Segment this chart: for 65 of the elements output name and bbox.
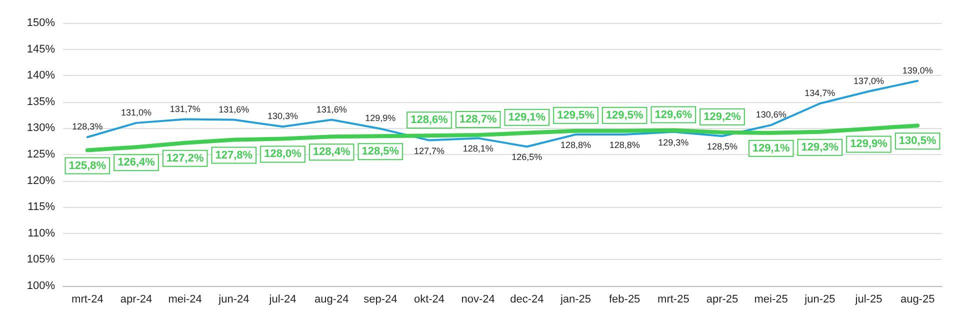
data-label: 130,5% bbox=[898, 135, 936, 148]
x-tick-label: apr-24 bbox=[120, 294, 152, 306]
data-label: 129,2% bbox=[704, 110, 742, 123]
x-tick-label: jun-24 bbox=[218, 294, 250, 306]
data-label: 129,1% bbox=[508, 111, 546, 124]
data-label: 131,7% bbox=[170, 104, 200, 114]
x-tick-label: aug-25 bbox=[900, 294, 935, 306]
data-label: 130,6% bbox=[756, 110, 786, 120]
y-tick-label: 135% bbox=[26, 96, 56, 108]
data-label: 128,3% bbox=[72, 122, 103, 132]
x-tick-label: okt-24 bbox=[414, 294, 445, 306]
y-tick-label: 120% bbox=[26, 174, 56, 187]
data-label: 129,5% bbox=[606, 109, 644, 122]
data-label: 126,4% bbox=[118, 156, 156, 169]
y-tick-label: 100% bbox=[26, 280, 56, 292]
y-tick-label: 140% bbox=[26, 70, 56, 82]
y-tick-label: 145% bbox=[26, 43, 56, 56]
data-label: 139,0% bbox=[902, 65, 933, 76]
data-label: 129,6% bbox=[654, 108, 692, 121]
data-label: 130,3% bbox=[267, 111, 298, 122]
data-label: 128,5% bbox=[706, 142, 738, 152]
data-label: 126,5% bbox=[512, 152, 542, 162]
x-tick-label: nov-24 bbox=[461, 294, 495, 306]
data-label: 137,0% bbox=[853, 76, 884, 86]
x-tick-label: jul-24 bbox=[268, 294, 296, 306]
data-label: 127,7% bbox=[414, 146, 445, 156]
data-label: 128,5% bbox=[362, 146, 400, 158]
x-tick-label: mei-25 bbox=[754, 294, 788, 306]
data-label: 129,9% bbox=[365, 113, 396, 124]
x-tick-label: apr-25 bbox=[706, 294, 738, 306]
data-label: 129,3% bbox=[801, 141, 839, 154]
data-label: 128,0% bbox=[264, 148, 302, 160]
x-tick-label: feb-25 bbox=[608, 294, 640, 306]
y-tick-label: 110% bbox=[28, 227, 56, 240]
data-label: 129,3% bbox=[658, 137, 689, 148]
data-label: 128,8% bbox=[560, 140, 592, 150]
data-label: 128,1% bbox=[462, 144, 494, 154]
y-tick-label: 115% bbox=[28, 201, 56, 214]
data-label: 129,9% bbox=[850, 138, 888, 150]
y-tick-label: 105% bbox=[26, 254, 56, 266]
y-tick-label: 130% bbox=[26, 122, 56, 134]
x-tick-label: jan-25 bbox=[559, 294, 592, 306]
x-tick-label: mrt-24 bbox=[72, 294, 104, 306]
x-tick-label: jul-25 bbox=[854, 294, 882, 306]
data-label: 128,4% bbox=[312, 146, 350, 158]
x-tick-label: aug-24 bbox=[314, 294, 349, 306]
x-tick-label: mei-24 bbox=[168, 294, 202, 306]
x-tick-label: dec-24 bbox=[510, 294, 544, 306]
x-tick-label: mrt-25 bbox=[658, 294, 690, 306]
data-label: 125,8% bbox=[68, 160, 106, 172]
data-label: 131,6% bbox=[218, 104, 250, 114]
data-label: 128,6% bbox=[410, 114, 448, 126]
data-label: 127,8% bbox=[215, 149, 253, 162]
data-label: 128,7% bbox=[459, 114, 497, 126]
y-tick-label: 150% bbox=[26, 17, 56, 29]
x-tick-label: sep-24 bbox=[364, 294, 398, 306]
data-label: 127,2% bbox=[166, 152, 204, 164]
data-label: 131,6% bbox=[316, 104, 347, 114]
x-tick-label: jun-25 bbox=[804, 294, 836, 306]
data-label: 134,7% bbox=[804, 88, 836, 98]
data-label: 129,5% bbox=[557, 109, 595, 122]
data-label: 128,8% bbox=[609, 140, 640, 150]
y-tick-label: 125% bbox=[26, 148, 56, 160]
data-label: 131,0% bbox=[120, 107, 152, 118]
data-label: 129,1% bbox=[752, 142, 790, 154]
